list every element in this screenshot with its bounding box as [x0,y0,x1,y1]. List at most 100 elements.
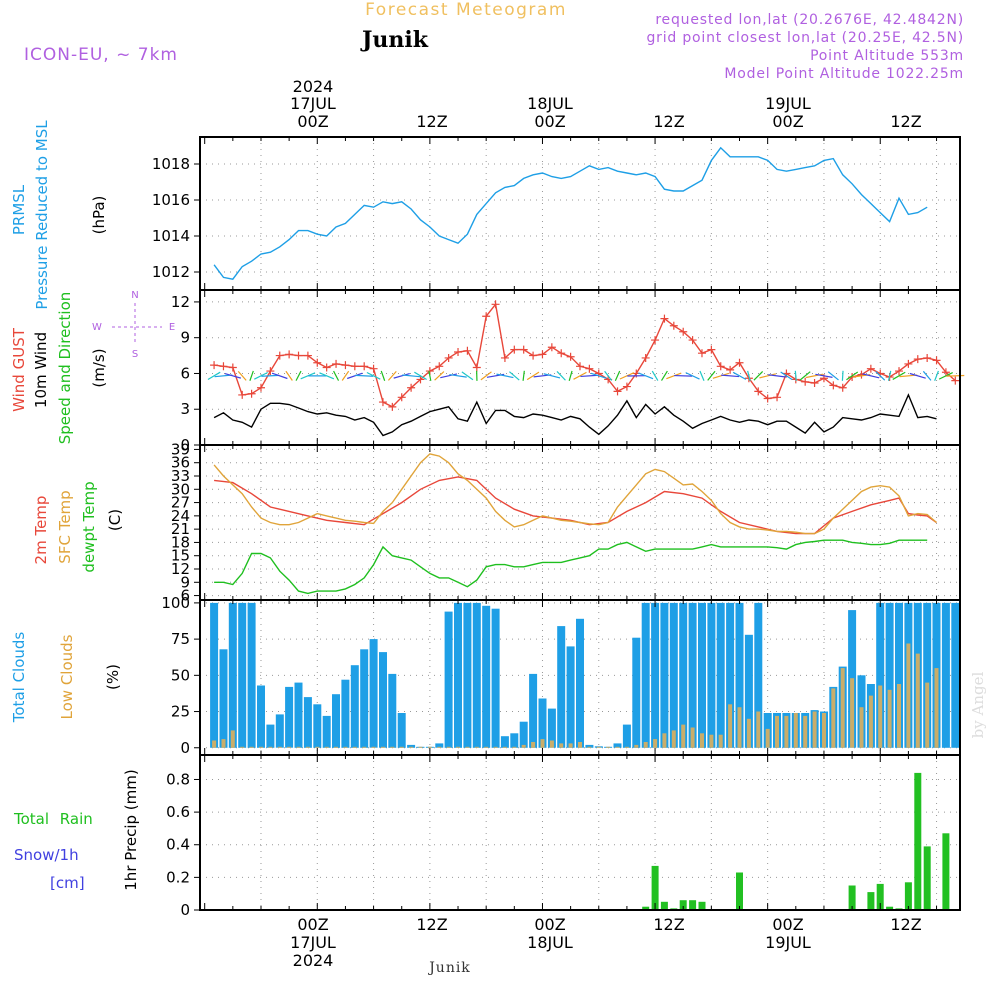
wind-direction-arrow [461,371,474,381]
wind-direction-arrow [434,371,445,381]
clouds-total-bar [529,673,538,748]
clouds-low-bar [850,678,855,748]
clouds-low-bar [277,746,282,748]
top-time-axis: 2024 17JUL 18JUL 19JUL 00Z 12Z 00Z 12Z 0… [290,77,922,131]
bottom-tick-2: 00Z [534,915,565,934]
top-tick-0: 00Z [297,112,328,131]
wind-direction-arrow [815,373,833,378]
gust-marker [951,376,960,385]
clouds-total-bar [247,602,256,748]
gust-marker [529,351,538,360]
gust-marker [838,383,847,392]
wind-direction-arrow [556,371,566,381]
wind-10m-wind-line [213,393,937,437]
gust-marker [238,390,247,399]
pressure-ytick-label: 1018 [152,155,190,173]
temperature-dewpt-temp-line [214,539,928,595]
clouds-low-bar [427,746,432,748]
gust-marker [482,312,491,321]
top-date-18: 18JUL [527,94,573,113]
clouds-total-bar [744,634,753,748]
clouds-total-bar [707,602,716,748]
wind-ytick-label: 12 [171,293,190,311]
temperature-ytick-label: 9 [180,573,190,591]
clouds-total-bar [651,602,660,748]
wind-direction-arrow [721,374,740,378]
clouds-low-bar [362,746,367,748]
clouds-low-bar [700,733,704,748]
temperature-ytick-label: 27 [171,494,190,512]
clouds-low-bar [897,684,901,748]
gust-marker [256,383,265,392]
clouds-total-bar [735,602,744,748]
clouds-total-bar [303,697,312,748]
wind-direction-arrow [449,373,467,378]
clouds-low-bar [437,746,442,748]
wind-direction-arrow [619,372,635,380]
gust-marker [510,345,519,354]
clouds-low-bar [606,746,611,748]
precip-rain-bar [923,846,931,910]
wind-direction-arrow [254,371,268,380]
gust-marker [688,336,697,345]
gust-marker [500,353,509,362]
gust-marker [275,351,284,360]
gust-marker [895,367,904,376]
clouds-total-bar [876,602,885,748]
clouds-low-bar [878,685,883,748]
clouds-low-bar [287,746,292,748]
pressure-ytick-label: 1014 [152,227,190,245]
wind-direction-arrow [590,372,607,379]
clouds-low-bar [352,746,357,748]
gust-marker [763,394,772,403]
clouds-low-bar [775,715,779,748]
clouds-low-bar [925,682,930,748]
wind-direction-arrow [319,372,335,380]
clouds-total-bar [566,646,575,748]
gust-marker [697,349,706,358]
clouds-low-bar [334,746,338,748]
wind-direction-arrow [402,374,421,378]
clouds-total-bar [219,649,228,748]
clouds-total-bar [435,743,444,748]
clouds-total-bar [407,744,416,748]
gust-marker [941,368,950,377]
clouds-total-bar [482,605,491,748]
gust-marker [444,353,453,362]
clouds-total-bar [500,736,509,748]
wind-side-labels: Wind GUST 10m Wind Speed and Direction (… [10,290,175,444]
gust-marker [904,359,913,368]
wind-direction-arrow [207,371,221,381]
clouds-low-bar [343,746,348,748]
clouds-total-bar [210,602,219,748]
clouds-low-bar [868,695,873,748]
wind-wind-gust-line [214,302,956,408]
gust-marker [613,387,622,396]
wind-ytick-label: 0 [180,436,190,454]
footer-location: Junik [427,960,471,976]
wind-direction-arrow [946,374,965,377]
wind-direction-arrow [271,372,288,380]
wind-direction-arrow [604,370,613,381]
gust-marker [641,353,650,362]
clouds-low-bar [793,713,798,748]
wind-direction-arrow [651,370,659,381]
clouds-total-bar [332,694,340,748]
wind-direction-arrow [938,372,953,380]
gust-marker [679,327,688,336]
wind-direction-arrow [875,371,886,381]
clouds-low-bar [756,711,761,748]
clouds-total-bar [454,602,462,748]
clouds-ytick-label: 75 [171,630,190,648]
clouds-total-bar [510,733,519,748]
precip-side-labels: Total Rain Snow/1h [cm] 1hr Precip (mm) [13,769,140,892]
gust-marker [735,358,744,367]
clouds-total-bar [885,602,894,748]
temperature-2m-temp-line [214,476,937,535]
clouds-low-bar [409,746,414,748]
wind-direction-arrow [841,370,844,381]
clouds-low-bar [484,746,489,748]
clouds-total-bar [463,602,472,748]
precip-frame [199,754,961,911]
gust-label: Wind GUST [10,327,28,412]
